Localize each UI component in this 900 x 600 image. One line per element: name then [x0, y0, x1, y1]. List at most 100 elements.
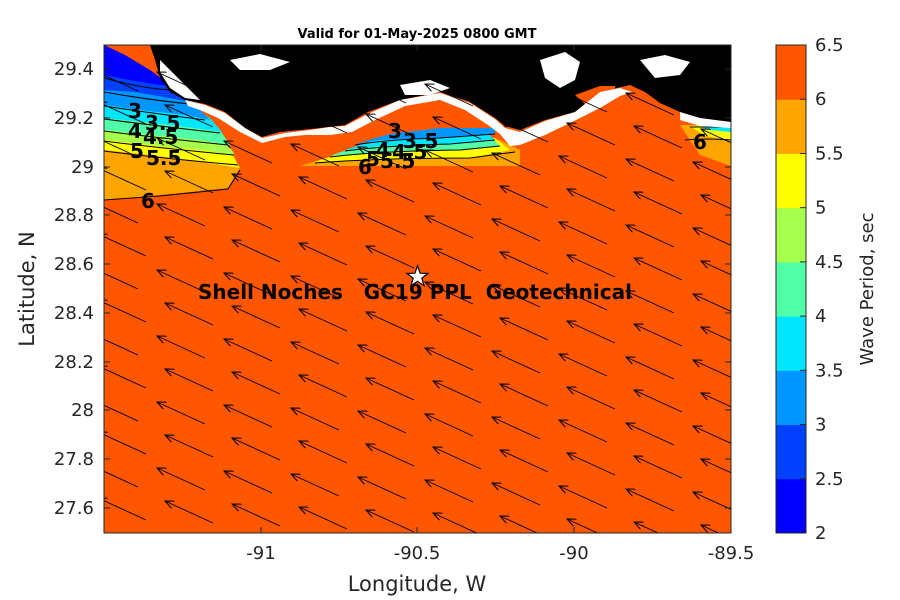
- wave-arrow: [701, 327, 731, 342]
- wave-arrow: [104, 102, 147, 125]
- wave-arrow: [165, 303, 214, 326]
- wave-arrow: [492, 483, 541, 506]
- wave-arrow: [492, 285, 541, 308]
- wave-arrow: [104, 470, 139, 488]
- wave-arrow: [425, 348, 474, 371]
- colorbar-tick-label: 4: [815, 306, 826, 327]
- wave-arrow: [433, 381, 482, 404]
- colorbar-tick-label: 2.5: [815, 469, 844, 490]
- wave-arrow: [157, 138, 206, 161]
- wave-arrow: [425, 150, 474, 173]
- wave-arrow: [559, 156, 608, 179]
- wave-arrow: [433, 513, 478, 533]
- wave-arrow: [299, 375, 348, 398]
- wave-arrow: [693, 492, 731, 510]
- y-tick-label: 28.6: [54, 254, 94, 275]
- wave-arrow: [701, 525, 720, 533]
- wave-arrow: [104, 74, 139, 92]
- wave-arrow: [299, 243, 348, 266]
- wave-arrow: [559, 354, 608, 377]
- colorbar-swatch: [776, 153, 806, 209]
- wave-arrow: [291, 144, 340, 167]
- wave-arrow: [165, 369, 214, 392]
- wave-arrow: [626, 291, 675, 314]
- y-tick-label: 28.2: [54, 352, 94, 373]
- wave-arrow: [701, 261, 731, 276]
- wave-arrow: [693, 426, 731, 444]
- wave-arrow: [224, 273, 273, 296]
- wave-arrow: [626, 93, 675, 116]
- wave-arrow: [701, 129, 731, 144]
- colorbar-ticks: 2 2.5 3 3.5 4 4.5 5 5.5 6 6.5: [800, 35, 844, 544]
- colorbar-swatch: [776, 370, 806, 426]
- wave-arrow: [358, 147, 407, 170]
- wave-arrow: [157, 270, 206, 293]
- wave-arrow: [626, 159, 675, 182]
- wave-arrow: [232, 372, 281, 395]
- contour-label: 6: [141, 189, 155, 213]
- colorbar-label: Wave Period, sec: [857, 212, 878, 365]
- contour-label: 5.5: [146, 146, 181, 170]
- station-annotation: Shell Noches GC19 PPL Geotechnical: [198, 280, 632, 304]
- y-tick-label: 29.2: [54, 108, 94, 129]
- wave-arrow: [500, 516, 539, 533]
- wave-arrow: [626, 423, 675, 446]
- wave-arrow: [291, 276, 340, 299]
- wave-arrow: [559, 222, 608, 245]
- wave-arrow: [299, 177, 348, 200]
- wave-arrow: [358, 411, 407, 434]
- y-tick-label: 27.6: [54, 498, 94, 519]
- wave-arrow: [366, 246, 415, 269]
- wave-arrow: [224, 339, 273, 362]
- wave-arrow: [559, 486, 608, 509]
- wave-arrow: [104, 432, 147, 455]
- wave-arrow: [358, 213, 407, 236]
- wave-arrow: [425, 282, 474, 305]
- wave-arrow: [157, 72, 206, 95]
- wave-arrow: [559, 420, 608, 443]
- wave-arrow: [425, 414, 474, 437]
- wave-arrow: [104, 272, 139, 290]
- wave-arrow: [104, 206, 139, 224]
- contour-label: 4: [128, 119, 142, 143]
- wave-arrow: [224, 75, 273, 98]
- wave-arrow: [500, 450, 549, 473]
- star-icon: [405, 263, 430, 288]
- wave-arrow: [567, 255, 616, 278]
- wave-arrow: [299, 507, 348, 530]
- contour-label: 4: [376, 138, 390, 162]
- colorbar-swatch: [776, 316, 806, 371]
- wave-arrow: [104, 234, 147, 257]
- wave-arrow: [634, 258, 683, 281]
- wave-arrow: [500, 384, 549, 407]
- wave-arrow: [433, 447, 482, 470]
- wave-arrow: [626, 489, 675, 512]
- contour-label: 3.5: [403, 129, 438, 153]
- wave-arrow: [492, 417, 541, 440]
- wave-arrow: [626, 225, 675, 248]
- wave-arrow: [366, 378, 415, 401]
- wave-arrow: [425, 84, 474, 107]
- wave-arrow: [165, 501, 214, 524]
- colorbar-swatch: [776, 478, 806, 534]
- wave-arrow: [232, 240, 281, 263]
- wave-arrow: [425, 480, 474, 503]
- colorbar-tick-label: 5.5: [815, 143, 844, 164]
- wave-arrow: [701, 195, 731, 210]
- wave-arrow: [157, 402, 206, 425]
- y-tick-label: 28: [71, 400, 94, 421]
- wave-arrow: [358, 279, 407, 302]
- wave-arrow: [224, 207, 273, 230]
- wave-arrow: [366, 444, 415, 467]
- central-bay-bands: [300, 128, 520, 166]
- wave-arrow: [693, 360, 731, 378]
- wave-arrow: [291, 474, 340, 497]
- wave-arrow: [701, 459, 731, 474]
- wave-arrow: [104, 366, 147, 389]
- contour-label: 3.5: [145, 111, 180, 135]
- wave-arrow: [693, 294, 731, 312]
- y-tick-label: 29.4: [54, 59, 94, 80]
- x-axis: [260, 45, 732, 533]
- y-tick-label: 28.4: [54, 303, 94, 324]
